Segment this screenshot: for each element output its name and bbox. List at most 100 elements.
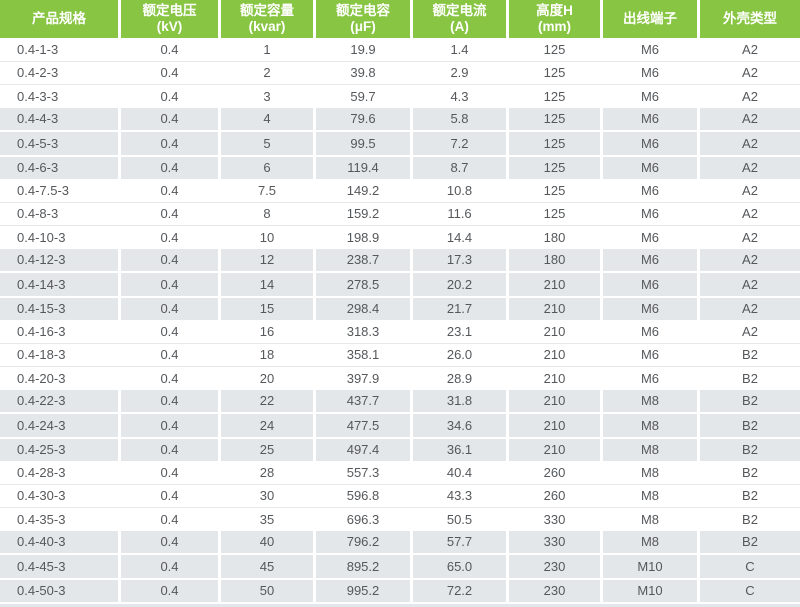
table-row: 0.4-50-3 0.4 50 995.2 72.2 230 M10 C <box>0 577 800 602</box>
table-cell: 0.4-8-3 <box>17 206 59 222</box>
table-cell: 6 <box>221 156 313 179</box>
table-cell: 0.4-5-3 <box>0 132 118 155</box>
table-cell: 1 <box>263 41 271 57</box>
table-cell: M8 <box>603 414 697 437</box>
header-title: 额定容量 <box>240 2 294 18</box>
table-cell: 0.4-14-3 <box>0 273 118 296</box>
table-cell: 0.4 <box>121 248 218 271</box>
table-cell: 11.6 <box>447 206 472 222</box>
table-cell: 30 <box>259 488 275 504</box>
table-cell: 25 <box>221 438 313 461</box>
table-cell: 0.4 <box>160 323 179 339</box>
table-cell: 0.4-35-3 <box>17 511 66 527</box>
table-cell: 557.3 <box>346 464 380 480</box>
table-cell: 0.4-15-3 <box>0 297 118 320</box>
table-cell: 0.4 <box>121 530 218 553</box>
table-cell: 10.8 <box>446 182 473 198</box>
table-cell: 14 <box>221 273 313 296</box>
table-cell: 149.2 <box>346 182 380 198</box>
table-cell: C <box>700 579 800 602</box>
table-cell: 180 <box>509 248 600 271</box>
table-cell: 210 <box>509 438 600 461</box>
table-cell: 26.0 <box>446 347 473 363</box>
table-cell: 45 <box>221 555 313 578</box>
table-header: 产品规格 额定电压 (kV) 额定容量 (kvar) 额定电容 (μF) 额定电… <box>0 0 800 38</box>
table-cell: 125 <box>509 132 600 155</box>
table-cell: 0.4-50-3 <box>0 579 118 602</box>
table-cell: 159.2 <box>346 206 380 222</box>
table-cell: A2 <box>700 297 800 320</box>
table-cell: 23.1 <box>446 323 473 339</box>
table-cell: M6 <box>640 182 660 198</box>
table-cell: 28.9 <box>446 370 473 386</box>
header-title: 产品规格 <box>32 10 86 26</box>
table-cell: A2 <box>700 273 800 296</box>
table-cell: 125 <box>509 156 600 179</box>
table-cell: 0.4 <box>121 132 218 155</box>
table-cell: M8 <box>640 511 660 527</box>
table-cell: 34.6 <box>413 414 506 437</box>
table-cell: 298.4 <box>316 297 410 320</box>
table-cell: 0.4 <box>160 182 179 198</box>
table-cell: 318.3 <box>346 323 380 339</box>
table-cell: 3 <box>263 88 271 104</box>
table-cell: 57.7 <box>413 530 506 553</box>
table-cell: 10 <box>259 229 275 245</box>
table-cell: 0.4-4-3 <box>0 107 118 130</box>
table-cell: 1.4 <box>450 41 469 57</box>
table-cell: 8.7 <box>413 156 506 179</box>
table-cell: A2 <box>742 65 758 81</box>
table-cell: 21.7 <box>413 297 506 320</box>
table-cell: M10 <box>603 555 697 578</box>
table-row: 0.4-15-3 0.4 15 298.4 21.7 210 M6 A2 <box>0 295 800 320</box>
header-unit: (kV) <box>156 19 183 34</box>
table-cell: M10 <box>603 579 697 602</box>
table-row: 0.4-28-3 0.4 28 557.3 40.4 260 M8 B2 <box>0 461 800 484</box>
table-cell: 0.4 <box>121 273 218 296</box>
table-cell: M6 <box>640 229 660 245</box>
table-cell: M8 <box>603 530 697 553</box>
table-cell: 14.4 <box>446 229 473 245</box>
table-cell: 40.4 <box>446 464 473 480</box>
table-cell: 0.4-45-3 <box>0 555 118 578</box>
table-row: 0.4-8-3 0.4 8 159.2 11.6 125 M6 A2 <box>0 201 800 225</box>
table-cell: 0.4-12-3 <box>0 248 118 271</box>
table-cell: A2 <box>742 88 758 104</box>
table-cell: 260 <box>543 488 566 504</box>
table-row: 0.4-3-3 0.4 3 59.7 4.3 125 M6 A2 <box>0 84 800 108</box>
table-cell: 180 <box>543 229 566 245</box>
table-cell: M6 <box>640 88 660 104</box>
table-row: 0.4-16-3 0.4 16 318.3 23.1 210 M6 A2 <box>0 320 800 343</box>
table-cell: 20 <box>259 370 275 386</box>
table-cell: 0.4 <box>160 41 179 57</box>
table-row: 0.4-22-3 0.4 22 437.7 31.8 210 M8 B2 <box>0 389 800 412</box>
table-cell: 72.2 <box>413 579 506 602</box>
table-cell: 8 <box>263 206 271 222</box>
table-cell: 5.8 <box>413 107 506 130</box>
header-title: 额定电容 <box>336 2 390 18</box>
table-cell: A2 <box>700 107 800 130</box>
table-cell: 15 <box>221 297 313 320</box>
header-cell-rated-capacitance: 额定电容 (μF) <box>316 0 410 38</box>
table-cell: B2 <box>700 438 800 461</box>
table-row: 0.4-5-3 0.4 5 99.5 7.2 125 M6 A2 <box>0 130 800 155</box>
table-cell: 0.4-28-3 <box>17 464 66 480</box>
table-cell: 18 <box>259 347 275 363</box>
table-cell: 995.2 <box>316 579 410 602</box>
table-cell: 79.6 <box>316 107 410 130</box>
table-cell: 0.4 <box>121 438 218 461</box>
table-cell: 260 <box>543 464 566 480</box>
table-cell: B2 <box>742 464 758 480</box>
table-cell: 210 <box>509 273 600 296</box>
table-cell: 4 <box>221 107 313 130</box>
table-cell: 0.4 <box>160 370 179 386</box>
table-cell: 65.0 <box>413 555 506 578</box>
table-cell: 477.5 <box>316 414 410 437</box>
table-cell: B2 <box>742 511 758 527</box>
table-body: 0.4-1-3 0.4 1 19.9 1.4 125 M6 A2 0.4-2-3 0.4 2 39.8… <box>0 38 800 602</box>
header-unit: (mm) <box>538 19 571 34</box>
table-cell: 0.4-22-3 <box>0 389 118 412</box>
table-row: 0.4-20-3 0.4 20 397.9 28.9 210 M6 B2 <box>0 366 800 390</box>
header-cell-terminal: 出线端子 <box>603 0 697 38</box>
table-cell: 35 <box>259 511 275 527</box>
